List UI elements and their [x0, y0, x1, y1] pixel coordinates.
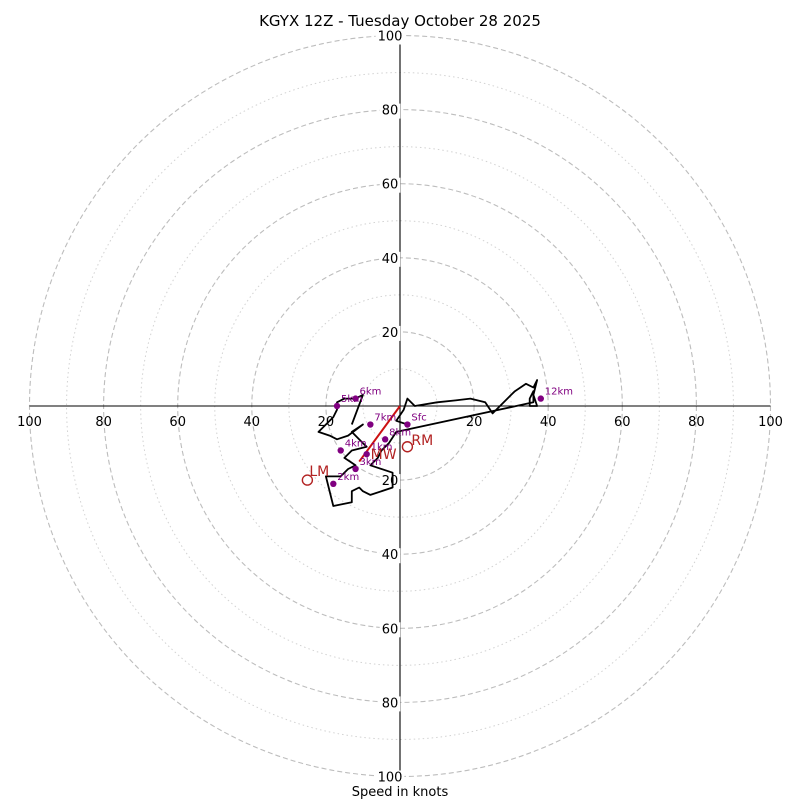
- tick-labels: 100 80 60 40 20 20 40 60 80 100 100 80 60 40 20 20 40 60 8…: [17, 29, 783, 786]
- height-label-3km: 3km: [360, 457, 382, 468]
- height-label-2km: 2km: [337, 472, 359, 483]
- height-label-4km: 4km: [345, 438, 367, 449]
- y-tick-background: [379, 103, 401, 119]
- height-marker-3km: [352, 465, 359, 473]
- x-tick-label: 20: [318, 415, 335, 430]
- storm-motion-lm-marker: [301, 474, 314, 486]
- wind-trace-line: [317, 379, 538, 507]
- y-tick-label: 100: [378, 771, 403, 786]
- chart-title: KGYX 12Z - Tuesday October 28 2025: [259, 12, 541, 30]
- y-tick-label: 80: [382, 104, 399, 119]
- storm-motion-rm-marker: [401, 441, 414, 453]
- x-tick-label: 80: [95, 415, 112, 430]
- y-tick-background: [379, 177, 401, 193]
- storm-motion-lm-label: LM: [309, 464, 329, 480]
- y-tick-label: 60: [382, 622, 399, 637]
- x-tick-label: 100: [17, 415, 42, 430]
- y-tick-background: [379, 474, 401, 490]
- height-marker-8km: [381, 436, 389, 443]
- height-label-7km: 7km: [374, 413, 396, 424]
- x-tick-label: 100: [758, 415, 783, 430]
- y-tick-background: [379, 696, 401, 712]
- height-marker-2km: [330, 480, 337, 488]
- y-tick-label: 20: [382, 326, 399, 341]
- y-tick-label: 80: [382, 696, 399, 711]
- height-label-6km: 6km: [360, 387, 382, 398]
- height-label-1km: 1km: [371, 442, 393, 453]
- x-tick-label: 80: [688, 415, 705, 430]
- y-tick-label: 20: [382, 474, 399, 489]
- y-tick-background: [379, 325, 401, 341]
- height-label-12km: 12km: [545, 387, 573, 398]
- y-tick-background: [379, 251, 401, 267]
- x-tick-label: 60: [169, 415, 186, 430]
- height-marker-sfc: [404, 421, 411, 428]
- x-tick-label: 20: [466, 415, 483, 430]
- height-marker-4km: [337, 447, 344, 454]
- y-tick-background: [379, 622, 401, 638]
- y-tick-label: 40: [382, 548, 399, 563]
- y-tick-label: 40: [382, 252, 399, 267]
- height-marker-1km: [363, 450, 370, 458]
- hodograph-trace: [317, 379, 538, 507]
- storm-motions: RM LM MW: [301, 433, 433, 486]
- x-tick-label: 60: [614, 415, 631, 430]
- x-axis-label: Speed in knots: [352, 785, 449, 800]
- height-label-sfc: Sfc: [411, 413, 426, 424]
- height-marker-7km: [367, 421, 374, 428]
- height-marker-12km: [537, 395, 544, 402]
- mean-wind-label: MW: [371, 447, 397, 463]
- y-tick-background: [379, 548, 401, 564]
- height-label-8km: 8km: [389, 427, 411, 438]
- y-tick-label: 100: [378, 30, 403, 45]
- storm-motion-rm-label: RM: [411, 433, 433, 449]
- x-tick-label: 40: [244, 415, 261, 430]
- height-marker-5km: [333, 402, 341, 410]
- x-tick-label: 40: [540, 415, 557, 430]
- y-tick-background: [375, 29, 405, 45]
- y-tick-background: [375, 770, 405, 786]
- height-label-5km: 5km: [341, 394, 363, 405]
- y-tick-label: 60: [382, 178, 399, 193]
- height-marker-6km: [352, 395, 359, 402]
